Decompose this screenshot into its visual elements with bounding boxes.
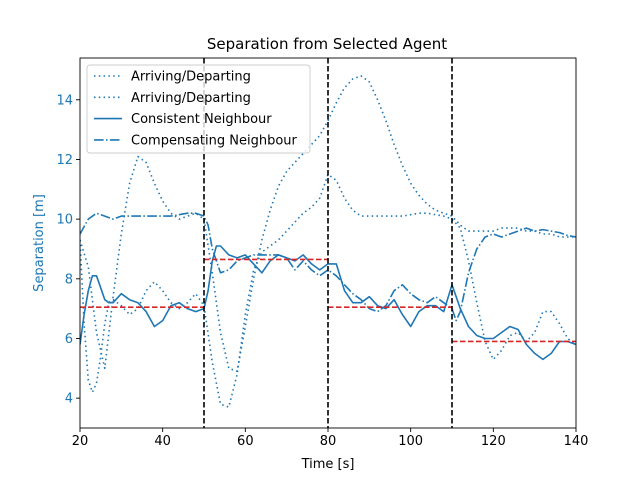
y-tick-label: 12 xyxy=(56,153,73,168)
x-tick-label: 60 xyxy=(237,434,254,449)
y-tick-label: 14 xyxy=(56,93,73,108)
series-line-3 xyxy=(80,245,576,361)
y-tick-label: 10 xyxy=(56,213,73,228)
x-tick-label: 120 xyxy=(481,434,506,449)
x-tick-label: 140 xyxy=(564,434,589,449)
legend-label-1: Arriving/Departing xyxy=(131,70,251,85)
plot-area: 20 40 60 80 100 120 140 4 6 8 10 12 14 Arriving/Depar… xyxy=(56,57,589,449)
x-tick-label: 100 xyxy=(398,434,423,449)
y-axis-label: Separation [m] xyxy=(32,194,47,292)
chart-title: Separation from Selected Agent xyxy=(207,35,447,53)
y-tick-label: 8 xyxy=(65,272,73,287)
legend-label-4: Compensating Neighbour xyxy=(131,133,298,148)
data-layer xyxy=(80,58,576,428)
legend-box xyxy=(86,64,311,154)
x-tick-label: 80 xyxy=(320,434,337,449)
series-line-4 xyxy=(80,212,576,322)
x-tick-label: 40 xyxy=(154,434,171,449)
y-tick-label: 4 xyxy=(65,392,73,407)
legend-label-3: Consistent Neighbour xyxy=(131,112,272,127)
legend-label-2: Arriving/Departing xyxy=(131,91,251,106)
x-axis-label: Time [s] xyxy=(301,457,355,472)
y-tick-label: 6 xyxy=(65,332,73,347)
series-line-1 xyxy=(80,75,576,373)
series-line-2 xyxy=(80,173,576,408)
x-tick-label: 20 xyxy=(72,434,89,449)
